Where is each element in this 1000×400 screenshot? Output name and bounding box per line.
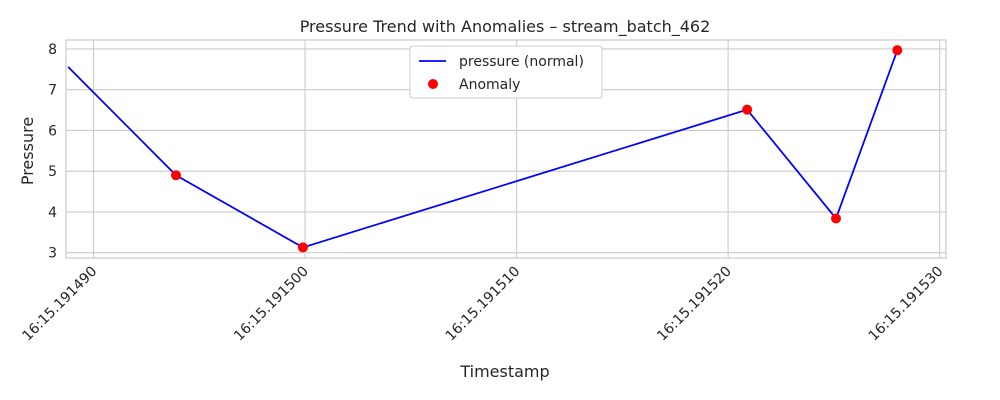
anomaly-point [171,170,181,181]
y-tick-label: 6 [48,123,57,139]
anomaly-point [831,213,841,224]
legend: pressure (normal) Anomaly [409,45,603,99]
plot-frame [65,39,947,259]
legend-label-anomaly: Anomaly [459,77,520,93]
x-tick-label: 16:15.191500 [231,264,312,345]
anomaly-point [892,45,903,56]
grid-layer [66,40,946,258]
anomaly-point [742,104,753,115]
legend-label-normal: pressure (normal) [459,54,584,70]
x-tick-label: 16:15.191510 [443,264,524,345]
x-tick-label: 16:15.191530 [866,264,947,345]
pressure-line [67,49,899,249]
series-layer [67,45,903,253]
y-tick-label: 8 [48,42,57,58]
x-tick-label: 16:15.191520 [654,264,735,345]
anomaly-point [297,242,308,253]
x-tick-label: 16:15.191490 [20,264,101,345]
y-axis-title: Pressure [18,117,37,185]
y-tick-label: 4 [48,205,57,221]
legend-box [409,45,603,99]
legend-anomaly-swatch [428,79,438,89]
chart-title: Pressure Trend with Anomalies – stream_b… [300,17,711,37]
x-axis-title: Timestamp [459,362,549,381]
y-tick-label: 3 [48,246,57,262]
y-tick-label: 7 [48,83,57,99]
y-tick-label: 5 [48,164,57,180]
